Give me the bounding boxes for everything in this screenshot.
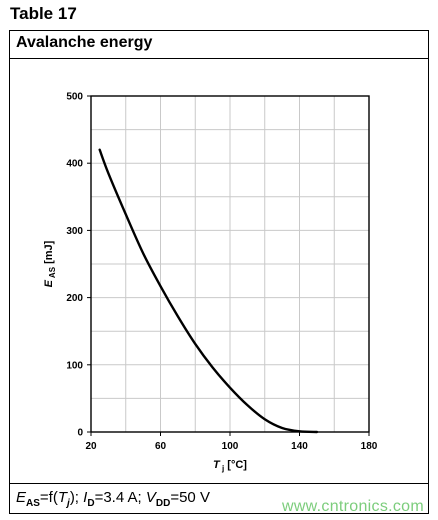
caption-part: =50 V — [170, 489, 210, 506]
caption-part: DD — [155, 498, 171, 509]
y-tick-label: 300 — [66, 226, 83, 237]
y-tick-label: 100 — [66, 360, 83, 371]
y-tick-label: 200 — [66, 293, 83, 304]
caption-part: T — [57, 489, 68, 506]
caption-part: ); — [69, 489, 84, 506]
x-tick-label: 180 — [361, 441, 378, 452]
figure-frame: Avalanche energy EAS=f(Tj); ID=3.4 A; VD… — [9, 30, 429, 514]
x-tick-label: 100 — [222, 441, 239, 452]
panel-title: Avalanche energy — [10, 31, 428, 59]
x-axis-label: T j [°C] — [213, 459, 247, 473]
chart-caption: EAS=f(Tj); ID=3.4 A; VDD=50 V — [10, 483, 428, 513]
caption-part: D — [87, 498, 95, 509]
y-tick-label: 400 — [66, 159, 83, 170]
eas-curve — [98, 148, 319, 434]
table-caption: Table 17 — [10, 4, 77, 23]
watermark: www.cntronics.com — [281, 498, 424, 515]
caption-part: =3.4 A; — [94, 489, 146, 506]
x-tick-label: 60 — [155, 441, 167, 452]
caption-part: AS — [26, 498, 40, 509]
caption-part: I — [83, 489, 88, 506]
caption-text: EAS=f(Tj); ID=3.4 A; VDD=50 V — [16, 489, 210, 509]
y-tick-label: 0 — [77, 428, 83, 439]
caption-part: V — [145, 489, 156, 506]
y-axis-label: E AS [mJ] — [43, 240, 57, 287]
caption-part: =f( — [39, 489, 58, 506]
x-tick-label: 140 — [291, 441, 308, 452]
x-tick-label: 20 — [85, 441, 97, 452]
y-tick-label: 500 — [66, 92, 83, 103]
caption-part: j — [67, 498, 70, 509]
caption-part: E — [16, 489, 27, 506]
